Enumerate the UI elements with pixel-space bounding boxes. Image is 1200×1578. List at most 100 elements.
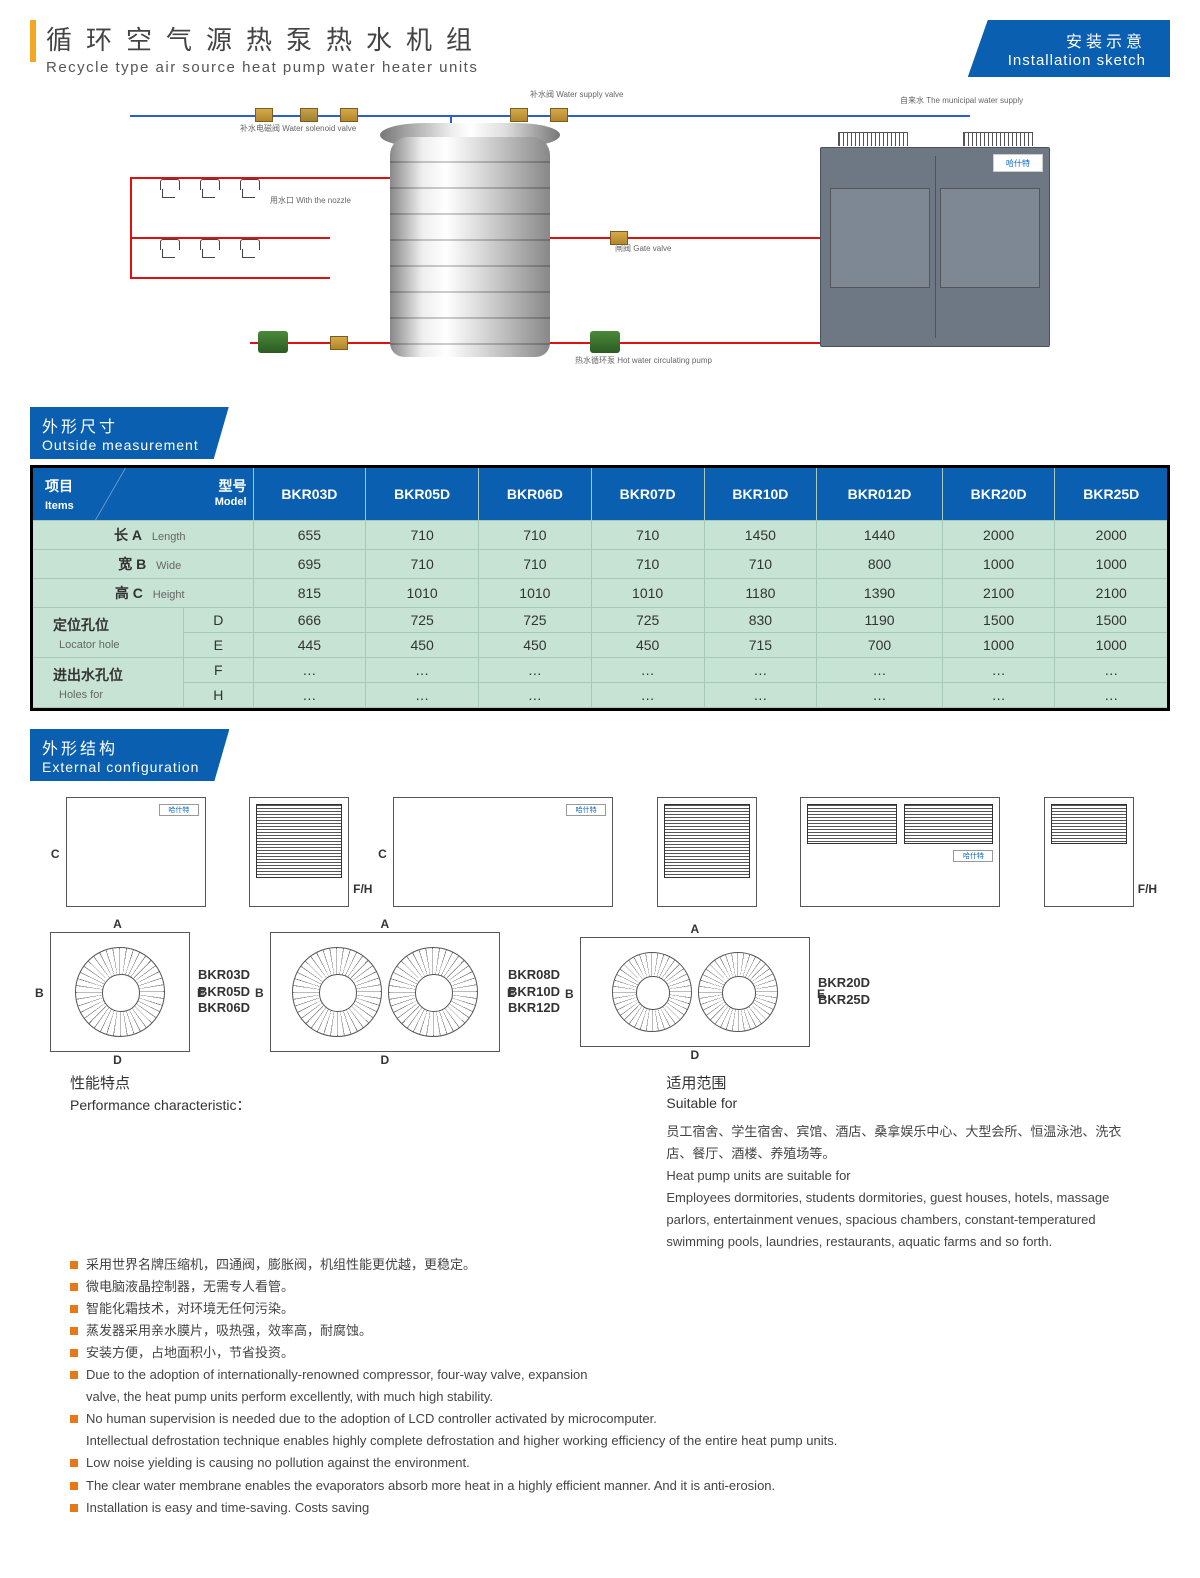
model-list-1: BKR03DBKR05DBKR06D (198, 967, 250, 1018)
spec-cell: 2100 (942, 579, 1055, 608)
spec-cell: 815 (253, 579, 366, 608)
spec-cell: 450 (591, 633, 704, 658)
badge-en: Installation sketch (1008, 52, 1146, 69)
spec-table: 项目 型号 Items Model BKR03DBKR05DBKR06DBKR0… (33, 468, 1167, 708)
spec-cell: 1000 (942, 633, 1055, 658)
spec-cell: 725 (591, 608, 704, 633)
title-block: 循环空气源热泵热水机组 Recycle type air source heat… (30, 20, 486, 76)
suit-heading-en: Suitable for (666, 1095, 1130, 1111)
spec-cell: 666 (253, 608, 366, 633)
pipe-hot-4 (548, 237, 858, 239)
spec-cell: 655 (253, 521, 366, 550)
spec-cell: 710 (366, 550, 479, 579)
side-view-2 (657, 797, 757, 907)
pump-icon (258, 331, 288, 353)
row-label: 长 A Length (33, 521, 253, 550)
feature-item-cn: 采用世界名牌压缩机，四通阀，膨胀阀，机组性能更优越，更稳定。 (70, 1254, 1130, 1276)
spec-col-header: BKR03D (253, 468, 366, 521)
spec-cell: 1450 (704, 521, 817, 550)
side-view-3: F/H (1044, 797, 1134, 907)
spec-cell: 715 (704, 633, 817, 658)
spec-cell: 2000 (942, 521, 1055, 550)
spec-cell: 710 (591, 550, 704, 579)
model-list-2: BKR08DBKR10DBKR12D (508, 967, 560, 1018)
performance-section: 性能特点 Performance characteristic： (70, 1072, 626, 1254)
title-cn: 循环空气源热泵热水机组 (46, 20, 486, 57)
feature-item-en: Low noise yielding is causing no polluti… (70, 1452, 1130, 1474)
config-front-row: C 哈什特 F/H C 哈什特 哈什特 F/H (50, 797, 1150, 907)
model-list-3: BKR20DBKR25D (818, 975, 870, 1009)
label-municipal: 自来水 The municipal water supply (900, 97, 1023, 105)
spec-cell: 710 (479, 521, 592, 550)
feature-item-cn: 安装方便，占地面积小，节省投资。 (70, 1342, 1130, 1364)
fan-view-1: A B D E (50, 932, 190, 1052)
fan-view-3: A B D E (580, 937, 810, 1047)
section-measure-tab: 外形尺寸 Outside measurement (30, 407, 229, 459)
perf-heading-en: Performance characteristic： (70, 1095, 626, 1115)
spec-cell: 695 (253, 550, 366, 579)
brand-label: 哈什特 (993, 154, 1043, 172)
spec-col-header: BKR012D (817, 468, 942, 521)
spec-col-header: BKR07D (591, 468, 704, 521)
label-hot-pump: 热水循环泵 Hot water circulating pump (575, 357, 712, 365)
heat-pump-unit-icon: 哈什特 (820, 147, 1050, 347)
feature-item-en: Intellectual defrostation technique enab… (70, 1430, 1130, 1452)
spec-cell: 1000 (1055, 633, 1167, 658)
tap-icon (240, 179, 258, 201)
table-row: H…………………… (33, 683, 1167, 708)
tap-icon (240, 239, 258, 261)
row-sublabel: H (184, 683, 253, 708)
feature-list: 采用世界名牌压缩机，四通阀，膨胀阀，机组性能更优越，更稳定。微电脑液晶控制器，无… (30, 1254, 1170, 1519)
table-row: 宽 B Wide69571071071071080010001000 (33, 550, 1167, 579)
spec-cell: … (817, 683, 942, 708)
spec-col-header: BKR06D (479, 468, 592, 521)
feature-item-cn: 智能化霜技术，对环境无任何污染。 (70, 1298, 1130, 1320)
spec-cell: 1000 (942, 550, 1055, 579)
tap-icon (200, 179, 218, 201)
spec-cell: 1010 (591, 579, 704, 608)
spec-cell: 1010 (479, 579, 592, 608)
pump-icon (590, 331, 620, 353)
row-label-group: 进出水孔位Holes for (33, 658, 184, 708)
section-measure-cn: 外形尺寸 (42, 413, 199, 437)
config-fan-row: A B D E BKR03DBKR05DBKR06D A B D E BKR08… (30, 932, 1170, 1052)
feature-item-en: No human supervision is needed due to th… (70, 1408, 1130, 1430)
spec-cell: 710 (366, 521, 479, 550)
table-row: 长 A Length6557107107101450144020002000 (33, 521, 1167, 550)
spec-cell: … (942, 683, 1055, 708)
table-row: 高 C Height815101010101010118013902100210… (33, 579, 1167, 608)
spec-cell: … (591, 683, 704, 708)
label-gate-valve: 闸阀 Gate valve (615, 245, 671, 253)
spec-cell: … (253, 658, 366, 683)
spec-col-header: BKR10D (704, 468, 817, 521)
label-solenoid: 补水电磁阀 Water solenoid valve (240, 125, 356, 133)
suit-body-en-lead: Heat pump units are suitable for (666, 1165, 1130, 1187)
badge-cn: 安装示意 (1008, 28, 1146, 52)
spec-cell: 1440 (817, 521, 942, 550)
suit-heading-cn: 适用范围 (666, 1072, 1130, 1093)
section-config-en: External configuration (42, 759, 199, 775)
spec-cell: 1390 (817, 579, 942, 608)
feature-item-en: Installation is easy and time-saving. Co… (70, 1497, 1130, 1519)
spec-cell: … (704, 683, 817, 708)
filter-icon-2 (550, 108, 568, 122)
feature-item-en: valve, the heat pump units perform excel… (70, 1386, 1130, 1408)
spec-corner: 项目 型号 Items Model (33, 468, 253, 521)
label-supply-valve: 补水阀 Water supply valve (530, 91, 624, 99)
suit-body-cn: 员工宿舍、学生宿舍、宾馆、酒店、桑拿娱乐中心、大型会所、恒温泳池、洗衣店、餐厅、… (666, 1121, 1130, 1165)
row-label: 高 C Height (33, 579, 253, 608)
suitable-section: 适用范围 Suitable for 员工宿舍、学生宿舍、宾馆、酒店、桑拿娱乐中心… (666, 1072, 1130, 1254)
perf-heading-cn: 性能特点 (70, 1072, 626, 1093)
table-row: 进出水孔位Holes forF…………………… (33, 658, 1167, 683)
spec-cell: … (704, 658, 817, 683)
gate-valve-icon-2 (510, 108, 528, 122)
spec-cell: … (1055, 683, 1167, 708)
row-label-group: 定位孔位Locator hole (33, 608, 184, 658)
spec-cell: 2000 (1055, 521, 1167, 550)
spec-cell: … (479, 683, 592, 708)
accent-bar (30, 20, 36, 62)
water-tank-icon (390, 137, 550, 357)
spec-cell: 1000 (1055, 550, 1167, 579)
spec-cell: 1180 (704, 579, 817, 608)
spec-cell: … (479, 658, 592, 683)
